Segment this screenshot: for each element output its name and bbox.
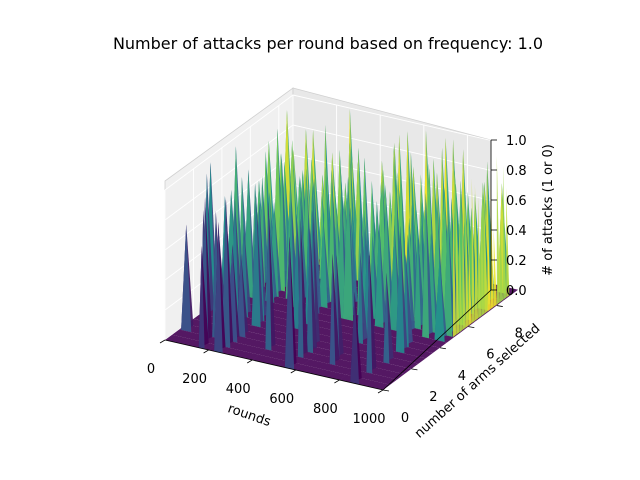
x-tick	[377, 389, 384, 394]
x-tick	[334, 379, 340, 384]
surface-edge-spike	[484, 202, 488, 314]
surface-spike	[389, 224, 400, 332]
surface-spike	[395, 225, 405, 354]
surface-spike	[414, 230, 421, 330]
surface-edge-spike	[478, 196, 482, 319]
surface-spike	[337, 183, 346, 320]
x-tick-label: 400	[226, 382, 251, 397]
surface-spike	[265, 201, 272, 351]
z-tick-label: 0.4	[506, 224, 527, 239]
surface-spike	[329, 253, 336, 366]
axis-lines	[164, 140, 492, 391]
z-tick-label: 1.0	[506, 134, 527, 149]
x-axis-title: rounds	[226, 401, 273, 430]
x-tick	[290, 369, 297, 374]
y-axis-line	[382, 289, 492, 391]
surface-edge-spike	[465, 199, 469, 328]
surface-spike	[366, 251, 373, 374]
x-tick-label: 600	[269, 392, 294, 407]
y-tick	[382, 389, 390, 392]
z-gridline	[164, 94, 512, 191]
surface-spike	[357, 252, 364, 344]
y-tick	[439, 347, 446, 350]
surface-spike	[319, 218, 328, 309]
z-tick-label: 0.8	[506, 164, 527, 179]
z-axis-title: # of attacks (1 or 0)	[541, 144, 556, 276]
surface-spike	[278, 153, 286, 292]
y-tick-label: 2	[429, 390, 437, 405]
x-tick-label: 200	[182, 372, 207, 387]
surface-spike	[443, 210, 453, 337]
surface-edge-spike	[453, 197, 457, 337]
y-tick	[496, 305, 503, 307]
y-tick-label: 8	[515, 327, 523, 342]
surface-spike	[342, 176, 354, 321]
x-axis-line	[164, 339, 384, 391]
y-tick-label: 6	[486, 348, 494, 363]
y-tick	[468, 326, 475, 329]
surface-spike	[284, 236, 295, 370]
surface-edge-spike	[462, 192, 466, 331]
surface-edge-spike	[474, 183, 479, 321]
surface-spike	[181, 224, 192, 333]
z-tick-label: 0.6	[506, 194, 527, 209]
surface-spike	[221, 199, 231, 349]
x-tick-label: 1000	[352, 412, 385, 427]
x-axis-ticks: 0 200 400 600 800 1000	[147, 339, 386, 427]
y-tick	[411, 368, 418, 371]
y-tick-label: 0	[401, 411, 409, 426]
z-tick-label: 0.2	[506, 254, 527, 269]
x-tick	[159, 339, 166, 344]
y-tick-label: 4	[458, 369, 466, 384]
chart-title: Number of attacks per round based on fre…	[113, 34, 543, 53]
surface-edge-spike	[506, 187, 510, 298]
surface-spike	[293, 213, 300, 330]
surface-spike	[383, 272, 390, 364]
attack-surface	[165, 109, 519, 390]
surface-edge-spike	[496, 156, 500, 305]
surface-edge-spike	[503, 165, 507, 300]
x-tick-label: 0	[147, 362, 155, 377]
y-axis-ticks: 0 2 4 6 8	[382, 305, 523, 426]
surface-spike	[297, 219, 304, 358]
surface-edge-spike	[456, 199, 460, 335]
surface-edge-spike	[481, 207, 485, 317]
surface-edge-spike	[499, 217, 504, 303]
surface-edge-spike	[487, 201, 491, 312]
x-tick	[246, 359, 253, 364]
surface-spike	[350, 291, 360, 385]
surface-spike	[422, 192, 430, 339]
surface-edge-spike	[468, 242, 472, 326]
surface-spike	[306, 228, 314, 354]
surface-spike	[198, 245, 205, 350]
x-tick-label: 800	[313, 402, 338, 417]
surface-spike	[251, 196, 261, 328]
z-gridline	[164, 124, 512, 221]
surface-spike	[236, 254, 246, 338]
surface-spike	[434, 258, 445, 342]
z-tick-label: 0.0	[506, 284, 527, 299]
surface-spike	[374, 224, 384, 328]
x-tick	[203, 349, 209, 354]
surface-spike	[214, 221, 223, 354]
surface-edge-spike	[493, 229, 497, 307]
surface-edge-spike	[459, 214, 463, 333]
z-axis-ticks: 0.0 0.2 0.4 0.6 0.8 1.0	[491, 134, 527, 299]
surface-edge-spike	[471, 178, 475, 324]
